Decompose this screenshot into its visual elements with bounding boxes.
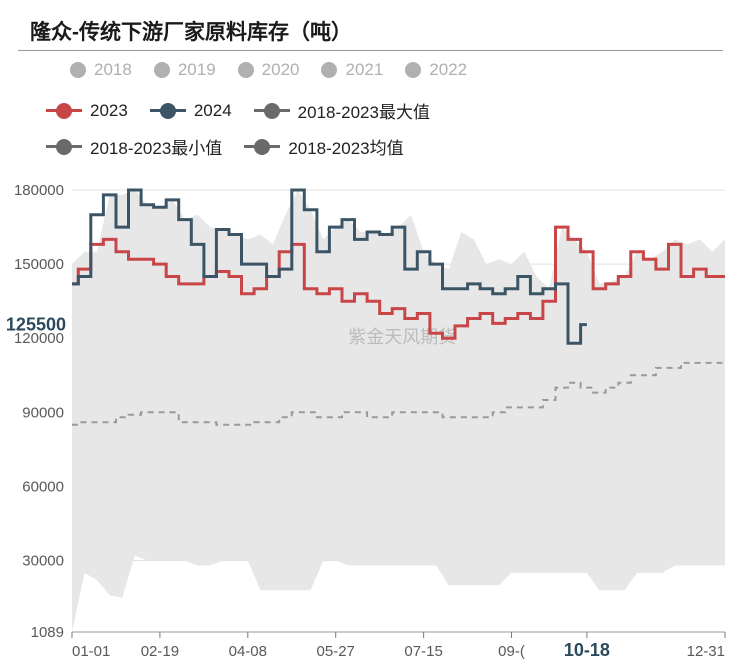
legend-marker-icon [244, 139, 280, 155]
legend-label: 2021 [345, 60, 383, 80]
legend-label: 2019 [178, 60, 216, 80]
legend-item-2018[interactable]: 2018 [70, 60, 132, 80]
legend-item-2023[interactable]: 2023 [46, 98, 128, 123]
legend-marker-icon [154, 62, 170, 78]
x-tick-label: 10-18 [564, 640, 610, 660]
legend-item-2020[interactable]: 2020 [238, 60, 300, 80]
legend-marker-icon [405, 62, 421, 78]
legend-label: 2018 [94, 60, 132, 80]
legend-label: 2018-2023均值 [288, 134, 403, 159]
x-tick-label: 02-19 [141, 643, 179, 660]
current-y-value: 125500 [6, 315, 66, 335]
y-tick-label: 150000 [14, 256, 64, 273]
legend-marker-icon [70, 62, 86, 78]
title-rule [18, 50, 723, 51]
x-tick-label: 12-31 [687, 643, 725, 660]
legend-marker-icon [46, 103, 82, 119]
legend-item-2018-2023最小值[interactable]: 2018-2023最小值 [46, 134, 222, 159]
legend-item-2019[interactable]: 2019 [154, 60, 216, 80]
legend-label: 2020 [262, 60, 300, 80]
y-tick-label: 180000 [14, 182, 64, 199]
watermark: 紫金天风期货 [348, 327, 456, 347]
y-tick-label: 1089 [31, 624, 64, 641]
legend-marker-icon [321, 62, 337, 78]
y-tick-label: 90000 [22, 404, 64, 421]
x-tick-label: 07-15 [404, 643, 442, 660]
x-tick-label: 01-01 [72, 643, 110, 660]
y-tick-label: 30000 [22, 553, 64, 570]
legend-marker-icon [254, 103, 290, 119]
y-tick-label: 60000 [22, 478, 64, 495]
legend-marker-icon [150, 103, 186, 119]
legend-item-2021[interactable]: 2021 [321, 60, 383, 80]
legend-row: 2018-2023最小值 2018-2023均值 [46, 134, 426, 159]
x-tick-label: 04-08 [229, 643, 267, 660]
legend-label: 2018-2023最小值 [90, 134, 222, 159]
legend-label: 2024 [194, 101, 232, 121]
legend-row: 2018 2019 2020 2021 2022 [70, 60, 489, 80]
legend-item-2022[interactable]: 2022 [405, 60, 467, 80]
legend-label: 2018-2023最大值 [298, 98, 430, 123]
legend-item-2018-2023均值[interactable]: 2018-2023均值 [244, 134, 403, 159]
chart-title: 隆众-传统下游厂家原料库存（吨） [30, 16, 352, 46]
x-tick-label: 05-27 [317, 643, 355, 660]
legend-label: 2022 [429, 60, 467, 80]
legend-item-2024[interactable]: 2024 [150, 98, 232, 123]
legend-label: 2023 [90, 101, 128, 121]
x-tick-label: 09-( [498, 643, 525, 660]
legend-item-2018-2023最大值[interactable]: 2018-2023最大值 [254, 98, 430, 123]
range-band [72, 190, 725, 632]
legend-marker-icon [238, 62, 254, 78]
legend-marker-icon [46, 139, 82, 155]
legend-row: 2023 2024 2018-2023最大值 [46, 98, 452, 123]
